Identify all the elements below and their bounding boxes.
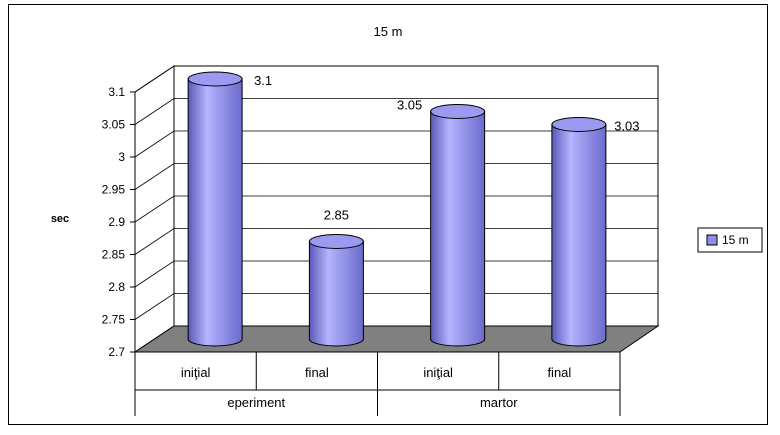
bar (551, 117, 607, 347)
bar (430, 104, 486, 347)
y-axis-label: sec (51, 213, 69, 225)
gridline (134, 65, 658, 93)
legend-label: 15 m (722, 233, 749, 247)
x-axis: iniţial final iniţial final eperiment martor (134, 352, 621, 416)
bar (308, 234, 364, 347)
legend: 15 m (697, 227, 763, 253)
y-tick-label: 2.75 (102, 313, 126, 327)
y-tick-label: 3 (118, 150, 125, 164)
gridline (134, 163, 658, 190)
y-tick-label: 2.85 (102, 248, 126, 262)
x-tick-label: final (547, 365, 571, 380)
legend-swatch (706, 234, 718, 246)
bar-top (308, 234, 364, 249)
x-group-label: eperiment (227, 395, 285, 410)
gridline (134, 293, 658, 320)
data-label: 2.85 (324, 208, 349, 223)
gridline (134, 98, 658, 125)
y-tick-label: 2.95 (102, 183, 126, 197)
floor (133, 325, 660, 353)
gridlines (134, 65, 658, 353)
y-tick-label: 3.05 (102, 118, 126, 132)
bar-body (551, 124, 607, 347)
bar-body (308, 241, 364, 347)
y-axis-ticks: 2.7 2.75 2.8 2.85 2.9 2.95 3 3.05 3.1 (102, 85, 136, 359)
gridline (134, 195, 658, 223)
x-tick-label: final (305, 365, 329, 380)
y-tick-label: 3.1 (108, 85, 125, 99)
bar-top (430, 104, 486, 119)
y-tick-label: 2.9 (108, 215, 125, 229)
data-label: 3.05 (397, 98, 422, 113)
x-tick-label: iniţial (181, 365, 211, 380)
bar-top (551, 117, 607, 132)
data-label: 3.1 (254, 73, 272, 88)
gridline (134, 130, 658, 158)
plot-floor (133, 325, 660, 353)
gridline (134, 228, 658, 255)
data-labels: 3.1 2.85 3.05 3.03 (254, 73, 639, 223)
bar-body (187, 78, 243, 347)
bar-top (187, 71, 243, 87)
x-tick-label: iniţial (423, 365, 453, 380)
gridline (134, 260, 658, 288)
bars (187, 71, 607, 347)
chart-title: 15 m (374, 24, 403, 39)
y-tick-label: 2.8 (108, 280, 125, 294)
y-tick-label: 2.7 (108, 345, 125, 359)
data-label: 3.03 (614, 119, 639, 134)
bar (187, 71, 243, 347)
bar-body (430, 111, 486, 347)
x-group-label: martor (480, 395, 518, 410)
